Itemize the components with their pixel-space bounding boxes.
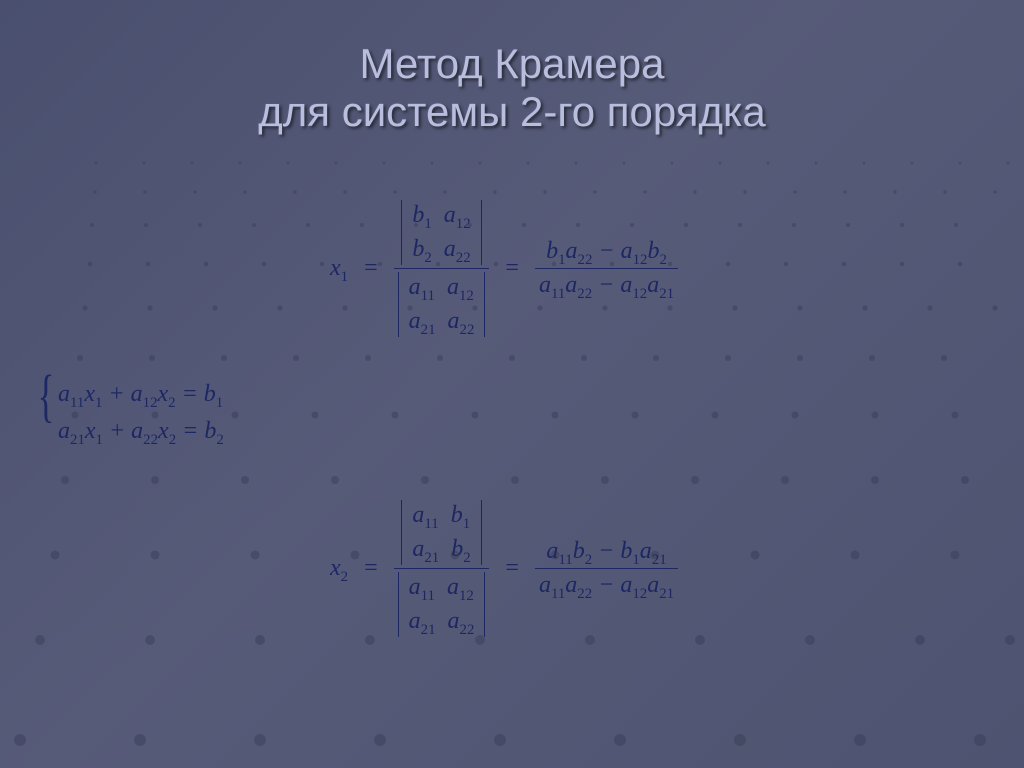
x2-numerator-det: a11 b1a21 b2 (401, 500, 481, 565)
system-row-1: a11x1 + a12x2 = b1 (58, 376, 224, 413)
common-denominator-det: a11 a12a21 a22 (398, 572, 486, 637)
title-line-2: для системы 2-го порядка (258, 88, 765, 135)
system-row-2: a21x1 + a22x2 = b2 (58, 413, 224, 450)
formula-x1: x1 = b1 a12b2 a22 a11 a12a21 a22 = b1a22… (330, 198, 678, 339)
x1-det-fraction: b1 a12b2 a22 a11 a12a21 a22 (394, 198, 490, 339)
equals-sign: = (499, 555, 525, 582)
x2-label: x2 (330, 555, 348, 582)
x1-numer-expanded: b1a22 − a12b2 (542, 236, 671, 268)
equals-sign: = (499, 255, 525, 282)
x1-denom-expanded: a11a22 − a12a21 (535, 270, 678, 302)
slide: Метод Крамера для системы 2-го порядка {… (0, 0, 1024, 768)
common-denominator-det: a11 a12a21 a22 (398, 272, 486, 337)
x2-expanded-fraction: a11b2 − b1a21 a11a22 − a12a21 (535, 536, 678, 602)
equals-sign: = (358, 555, 384, 582)
equals-sign: = (358, 255, 384, 282)
curly-brace-icon: { (38, 367, 55, 425)
title-line-1: Метод Крамера (360, 40, 665, 87)
formula-x2: x2 = a11 b1a21 b2 a11 a12a21 a22 = a11b2… (330, 498, 678, 639)
x2-denom-expanded: a11a22 − a12a21 (535, 570, 678, 602)
linear-system: { a11x1 + a12x2 = b1 a21x1 + a22x2 = b2 (50, 376, 224, 450)
system-rows: a11x1 + a12x2 = b1 a21x1 + a22x2 = b2 (58, 376, 224, 450)
x2-numer-expanded: a11b2 − b1a21 (542, 536, 670, 568)
slide-title: Метод Крамера для системы 2-го порядка (0, 40, 1024, 137)
x1-label: x1 (330, 255, 348, 282)
x1-numerator-det: b1 a12b2 a22 (401, 200, 481, 265)
x2-det-fraction: a11 b1a21 b2 a11 a12a21 a22 (394, 498, 490, 639)
x1-expanded-fraction: b1a22 − a12b2 a11a22 − a12a21 (535, 236, 678, 302)
